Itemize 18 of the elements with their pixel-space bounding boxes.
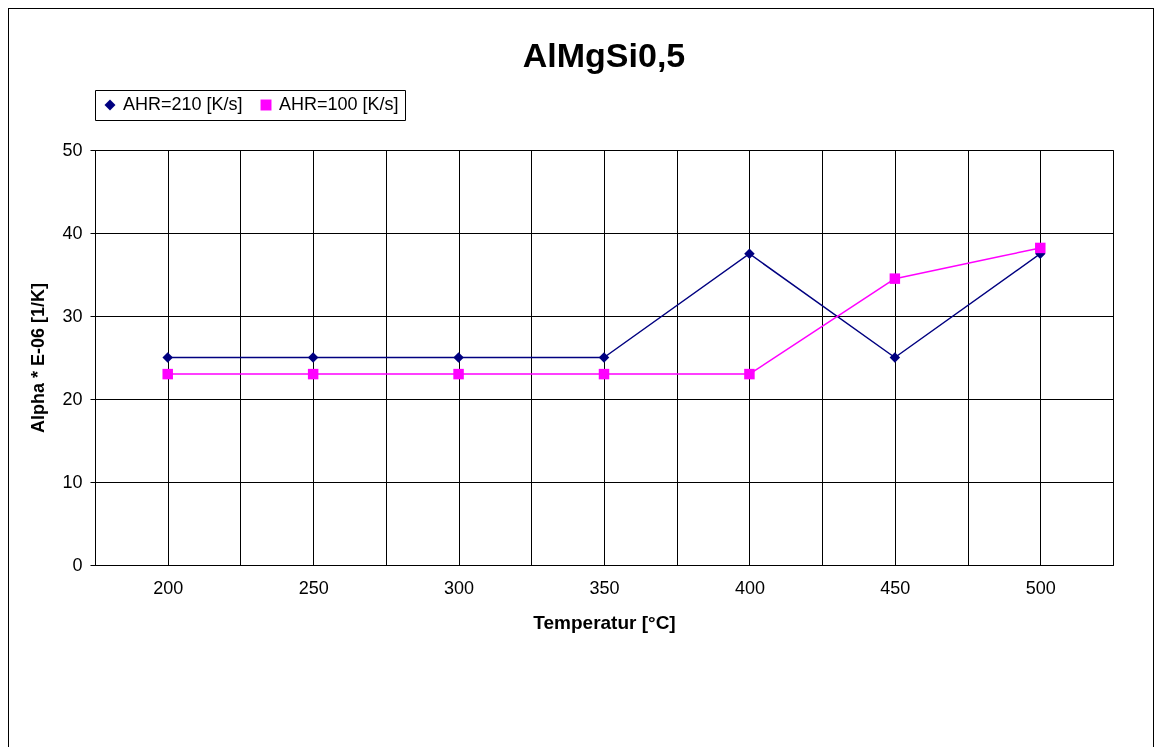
- legend-label: AHR=100 [K/s]: [279, 94, 399, 114]
- x-tick-label: 450: [880, 577, 911, 598]
- x-tick-label: 350: [589, 577, 620, 598]
- x-tick-label: 200: [153, 577, 184, 598]
- y-tick-label: 20: [62, 388, 83, 409]
- y-tick-label: 40: [62, 222, 83, 243]
- x-tick-label: 250: [298, 577, 329, 598]
- y-axis-title: Alpha * E-06 [1/K]: [28, 282, 49, 434]
- y-tick-label: 30: [62, 305, 83, 326]
- x-tick-label: 400: [734, 577, 765, 598]
- y-tick-label: 50: [62, 139, 83, 160]
- x-tick-label: 500: [1025, 577, 1056, 598]
- legend-label: AHR=210 [K/s]: [123, 94, 243, 114]
- x-tick-label: 300: [444, 577, 475, 598]
- chart-title: AlMgSi0,5: [522, 35, 686, 74]
- x-axis-title: Temperatur [°C]: [533, 611, 676, 633]
- y-tick-label: 10: [62, 471, 83, 492]
- y-tick-label: 0: [72, 554, 83, 575]
